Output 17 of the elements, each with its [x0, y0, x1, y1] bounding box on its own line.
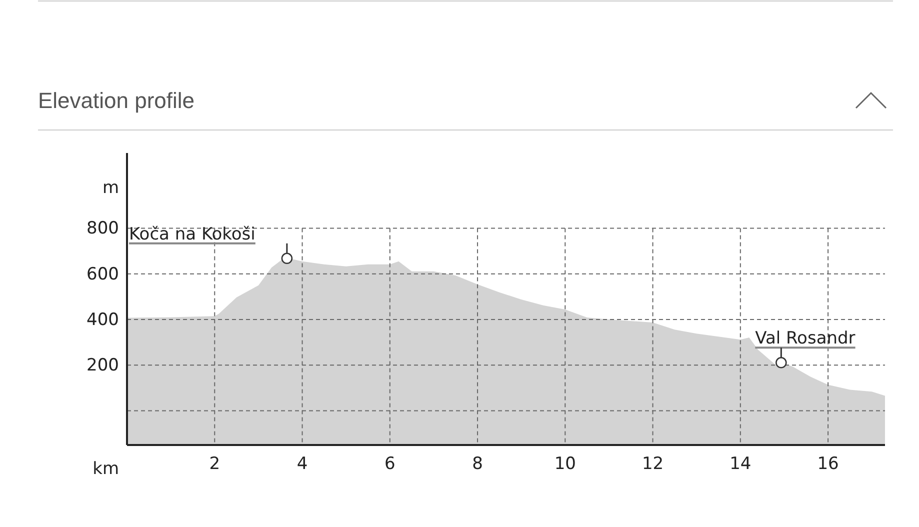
- x-tick-label: 6: [384, 454, 396, 474]
- x-tick-label: 16: [817, 454, 839, 474]
- y-tick-label: 200: [86, 356, 119, 376]
- x-tick-label: 14: [730, 454, 752, 474]
- x-tick-label: 12: [642, 454, 664, 474]
- y-tick-label: 400: [86, 310, 119, 330]
- y-tick-label: 800: [86, 218, 119, 239]
- x-tick-label: 8: [472, 454, 483, 474]
- x-tick-label: 2: [209, 454, 220, 474]
- y-tick-label: 600: [86, 264, 119, 284]
- annotation: Koča na Kokoši: [129, 224, 256, 244]
- x-tick-label: 10: [554, 454, 576, 474]
- x-tick-label: 4: [296, 454, 308, 474]
- annotation: Val Rosandr: [755, 328, 856, 349]
- x-axis-title: km: [92, 459, 119, 479]
- y-axis-title: m: [102, 178, 119, 198]
- chart-title: Elevation profile: [38, 88, 195, 113]
